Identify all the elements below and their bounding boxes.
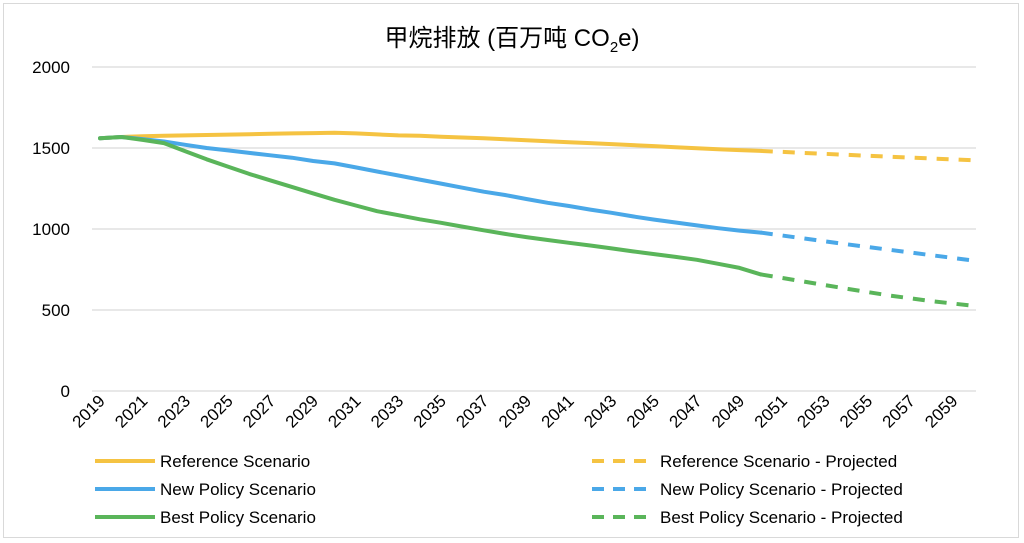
legend-label-5: Best Policy Scenario - Projected bbox=[660, 508, 903, 527]
y-tick-label: 0 bbox=[61, 382, 70, 401]
x-tick-label: 2031 bbox=[324, 391, 364, 431]
x-tick-label: 2043 bbox=[580, 391, 620, 431]
x-tick-label: 2021 bbox=[111, 391, 151, 431]
y-tick-label: 1500 bbox=[32, 139, 70, 158]
chart-title-main: 甲烷排放 (百万吨 CO bbox=[384, 25, 610, 52]
legend-label-0: Reference Scenario bbox=[160, 452, 310, 471]
x-tick-label: 2039 bbox=[495, 391, 535, 431]
chart-title-tail: e) bbox=[618, 25, 640, 52]
legend-label-4: New Policy Scenario - Projected bbox=[660, 480, 903, 499]
chart-frame bbox=[3, 3, 1019, 538]
x-tick-label: 2051 bbox=[751, 391, 791, 431]
series-line-3 bbox=[760, 148, 975, 163]
chart-title: 甲烷排放 (百万吨 CO2e) bbox=[0, 18, 1024, 56]
x-tick-label: 2019 bbox=[69, 391, 109, 431]
y-axis-ticks: 0 500 1000 1500 2000 bbox=[32, 58, 70, 401]
legend-label-1: New Policy Scenario bbox=[160, 480, 316, 499]
series-line-1 bbox=[98, 135, 763, 235]
x-tick-label: 2053 bbox=[793, 391, 833, 431]
x-tick-label: 2057 bbox=[879, 391, 919, 431]
series-line-5 bbox=[760, 272, 975, 308]
x-tick-label: 2027 bbox=[239, 391, 279, 431]
x-tick-label: 2055 bbox=[836, 391, 876, 431]
x-tick-label: 2059 bbox=[921, 391, 961, 431]
legend: Reference Scenario New Policy Scenario Bes… bbox=[95, 452, 903, 527]
series-line-0 bbox=[98, 130, 763, 153]
x-axis-ticks: 2019 2021 2023 2025 2027 2029 2031 2033 2035 2037… bbox=[69, 391, 962, 431]
x-tick-label: 2037 bbox=[452, 391, 492, 431]
x-tick-label: 2035 bbox=[410, 391, 450, 431]
series-line-4 bbox=[760, 230, 975, 263]
legend-label-3: Reference Scenario - Projected bbox=[660, 452, 897, 471]
x-tick-label: 2029 bbox=[282, 391, 322, 431]
x-tick-label: 2047 bbox=[666, 391, 706, 431]
y-tick-label: 500 bbox=[42, 301, 70, 320]
y-tick-label: 2000 bbox=[32, 58, 70, 77]
x-tick-label: 2041 bbox=[538, 391, 578, 431]
series-lines bbox=[98, 130, 975, 308]
x-tick-label: 2033 bbox=[367, 391, 407, 431]
chart-title-subscript: 2 bbox=[609, 38, 619, 56]
x-tick-label: 2049 bbox=[708, 391, 748, 431]
y-tick-label: 1000 bbox=[32, 220, 70, 239]
x-tick-label: 2023 bbox=[154, 391, 194, 431]
series-line-2 bbox=[98, 135, 763, 277]
x-tick-label: 2025 bbox=[197, 391, 237, 431]
grid-lines bbox=[92, 66, 976, 392]
x-tick-label: 2045 bbox=[623, 391, 663, 431]
legend-label-2: Best Policy Scenario bbox=[160, 508, 316, 527]
